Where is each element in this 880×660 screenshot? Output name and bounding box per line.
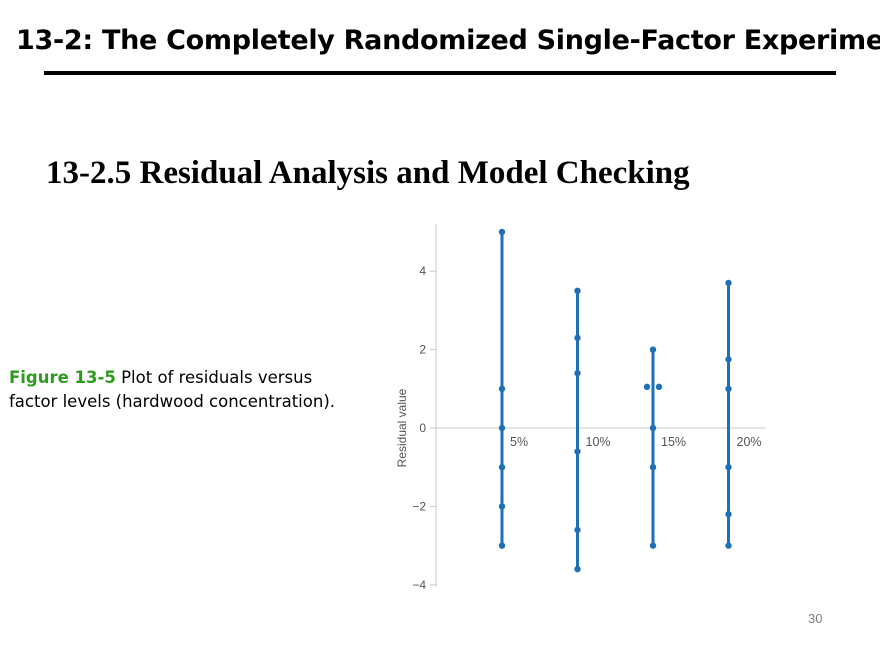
residual-point — [498, 385, 506, 392]
residual-point — [574, 448, 581, 455]
y-tick-label: 4 — [419, 264, 426, 278]
y-tick-label: −4 — [412, 578, 426, 592]
residual-point — [643, 383, 651, 391]
chart-axes: 4 2 0 −2 −4 Residual value — [395, 224, 766, 592]
y-tick-label: −2 — [412, 499, 426, 513]
y-tick-label: 2 — [419, 343, 426, 357]
residual-point — [725, 511, 732, 518]
page-number: 30 — [808, 611, 823, 626]
category-label: 5% — [510, 435, 528, 449]
figure-label: Figure 13-5 — [9, 368, 116, 387]
title-underline — [44, 71, 836, 75]
y-tick-label: 0 — [419, 421, 426, 435]
residual-point — [725, 385, 732, 392]
figure-caption: Figure 13-5 Plot of residuals versus fac… — [9, 366, 339, 414]
figure-caption-text: Plot of residuals versus factor levels (… — [9, 368, 335, 411]
slide-title: 13-2: The Completely Randomized Single-F… — [16, 25, 880, 56]
residual-point — [498, 503, 506, 510]
residual-point — [498, 424, 506, 432]
residual-point — [725, 542, 732, 549]
residual-point — [649, 346, 657, 353]
residual-point — [574, 287, 581, 294]
category-label: 10% — [586, 435, 611, 449]
residual-point — [725, 356, 732, 363]
category-group: 15% — [643, 346, 686, 549]
residual-point — [725, 279, 732, 287]
residual-point — [655, 383, 663, 391]
residual-point — [574, 334, 581, 342]
residual-point — [725, 464, 732, 471]
chart-series: 5% 10% 15% 20% — [498, 228, 762, 573]
category-label: 15% — [661, 435, 686, 449]
category-group: 10% — [574, 287, 611, 573]
category-label: 20% — [737, 435, 762, 449]
residual-point — [498, 228, 506, 236]
residual-point — [649, 464, 657, 471]
residual-point — [649, 424, 657, 432]
residual-point — [498, 464, 506, 471]
residual-point — [574, 565, 581, 573]
residual-point — [574, 526, 581, 534]
residual-point — [498, 542, 506, 549]
residual-point — [649, 542, 657, 549]
section-heading: 13-2.5 Residual Analysis and Model Check… — [46, 155, 690, 191]
category-group: 20% — [725, 279, 762, 549]
y-axis-title: Residual value — [395, 388, 409, 467]
category-group: 5% — [498, 228, 528, 549]
residual-plot: 4 2 0 −2 −4 Residual value 5% 10% 15% 20% — [395, 224, 766, 592]
residual-point — [574, 369, 581, 377]
